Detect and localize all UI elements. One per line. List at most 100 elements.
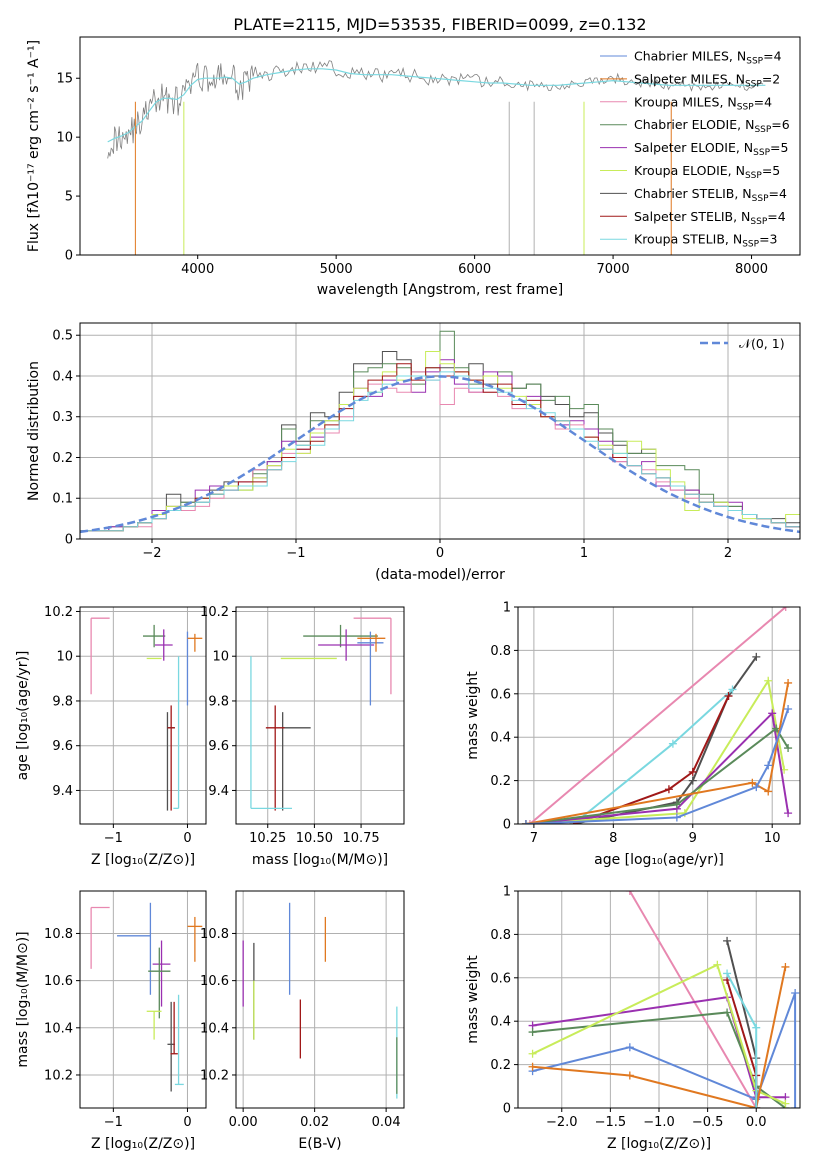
plot-area	[528, 891, 800, 1108]
errorbar-point	[167, 705, 175, 811]
errorbar-point	[117, 902, 152, 995]
legend-entry-value: =2	[762, 71, 780, 86]
errorbar-point	[90, 617, 110, 695]
legend-entry-subscript: SSP	[754, 125, 771, 135]
weight-point-marker	[525, 820, 534, 824]
weight-point-marker	[724, 691, 733, 700]
weight-series	[525, 607, 790, 824]
y-tick-label: 10.6	[44, 974, 73, 989]
x-tick-label: 0	[183, 1115, 191, 1130]
x-axis-label: (data-model)/error	[375, 567, 505, 583]
weight-point-marker	[672, 813, 681, 822]
x-axis-label: Z [log₁₀(Z/Z⊙)]	[607, 1136, 711, 1152]
mass-vs-extinction-panel: 0.00 0.02 0.04 10.2 10.4 10.6 10.8 E(B-V)	[200, 890, 405, 1152]
age-vs-mass-panel: 10.25 10.50 10.75 9.4 9.6 9.8 10 10.2 mass [log₁…	[200, 605, 405, 868]
x-tick-label: −1.0	[643, 1115, 675, 1130]
errorbar-point	[250, 656, 292, 809]
weight-point-marker	[781, 1099, 790, 1108]
y-tick-label: 0.8	[490, 644, 511, 659]
plot-area	[250, 617, 392, 811]
weight-point-marker	[723, 936, 732, 945]
x-tick-label: 7000	[597, 262, 630, 277]
weight-point-marker	[791, 1104, 800, 1108]
x-tick-label: −1	[104, 831, 123, 846]
plot-area	[107, 60, 766, 255]
legend-entry: Salpeter MILES, NSSP=2	[634, 71, 780, 89]
y-tick-label: 0	[503, 1102, 511, 1117]
errorbar-point	[173, 656, 180, 809]
normal-curve-line	[80, 375, 800, 534]
errorbar-point	[154, 629, 173, 661]
weight-point-marker	[528, 1062, 537, 1071]
x-tick-label: 0.04	[372, 1115, 401, 1130]
x-tick-label: 4000	[181, 262, 214, 277]
y-tick-label: 9.6	[52, 739, 73, 754]
errorbar-point	[282, 712, 311, 811]
axes-frame	[79, 606, 207, 825]
errorbar-point	[152, 940, 171, 1007]
x-tick-label: 10.50	[296, 831, 333, 846]
axes-frame	[79, 322, 801, 540]
mass-vs-metallicity-panel: −1 0 10.2 10.4 10.6 10.8 Z [log₁₀(Z/Z⊙)] mass […	[15, 890, 207, 1152]
legend-entry: Chabrier ELODIE, NSSP=6	[634, 117, 790, 135]
x-tick-label: −1.5	[595, 1115, 627, 1130]
x-axis-label: Z [log₁₀(Z/Z⊙)]	[91, 852, 195, 868]
legend-entry-label: Kroupa STELIB, N	[634, 232, 742, 247]
x-tick-label: 0.00	[229, 1115, 258, 1130]
age-vs-metallicity-panel: −1 0 9.4 9.6 9.8 10 10.2 Z [log₁₀(Z/Z⊙)] age [lo…	[15, 605, 207, 868]
weight-point-marker	[664, 785, 673, 794]
weight-point-marker	[752, 652, 761, 661]
legend-entry-value: =5	[770, 140, 788, 155]
weight-series-line	[525, 727, 789, 824]
weight-point-marker	[791, 988, 800, 997]
weight-point-marker	[688, 776, 697, 785]
legend-entry-label: Chabrier MILES, N	[634, 49, 746, 64]
legend-entry-value: =4	[769, 186, 787, 201]
legend-entry-subscript: SSP	[745, 171, 762, 181]
y-axis-label: Flux [fλ10⁻¹⁷ erg cm⁻² s⁻¹ A⁻¹]	[26, 40, 42, 252]
legend-entry-value: =5	[762, 163, 780, 178]
y-tick-label: 10.8	[200, 927, 229, 942]
weight-point-marker	[713, 960, 722, 969]
axes-frame	[517, 606, 801, 825]
y-tick-label: 1	[503, 601, 511, 616]
legend-entry-label: Kroupa ELODIE, N	[634, 163, 745, 178]
x-tick-label: 0.0	[746, 1115, 767, 1130]
y-tick-label: 5	[65, 190, 73, 205]
plot-area	[242, 902, 398, 1099]
weight-point-marker	[784, 704, 793, 713]
x-tick-label: 10.25	[249, 831, 286, 846]
legend-entry-subscript: SSP	[753, 148, 770, 158]
errorbar-point	[353, 617, 392, 695]
x-tick-label: −2	[142, 546, 161, 561]
legend-entry-subscript: SSP	[746, 57, 763, 67]
errorbar-point	[265, 705, 285, 811]
y-tick-label: 0.4	[490, 731, 511, 746]
y-tick-label: 10.6	[200, 974, 229, 989]
weight-point-marker	[625, 891, 634, 895]
legend-entry-label: Kroupa MILES, N	[634, 94, 737, 109]
weight-point-marker	[723, 969, 732, 978]
weight-point-marker	[752, 783, 761, 792]
weight-series	[521, 709, 793, 824]
plot-area	[90, 902, 203, 1092]
x-axis-label: wavelength [Angstrom, rest frame]	[317, 282, 563, 298]
y-tick-label: 10.8	[44, 927, 73, 942]
legend-entry-label: Salpeter MILES, N	[634, 71, 745, 86]
weight-point-marker	[748, 778, 757, 787]
weight-point-marker	[625, 1043, 634, 1052]
legend-entry-subscript: SSP	[737, 102, 754, 112]
weight-series	[521, 704, 793, 824]
weight-point-marker	[528, 1049, 537, 1058]
y-tick-label: 0.4	[490, 1015, 511, 1030]
plot-area	[90, 617, 203, 811]
weight-point-marker	[688, 767, 697, 776]
legend-entry: Salpeter STELIB, NSSP=4	[634, 209, 786, 227]
weight-point-marker	[764, 676, 773, 685]
weight-series-line	[529, 607, 787, 824]
weight-series-line	[572, 688, 734, 824]
legend-entry-label: Salpeter STELIB, N	[634, 209, 750, 224]
weight-series-line	[525, 682, 790, 824]
residual-histogram-panel: −2 −1 0 1 2 0 0.1 0.2 0.3 0.4 0.5 (data-model)/erro…	[26, 322, 801, 583]
